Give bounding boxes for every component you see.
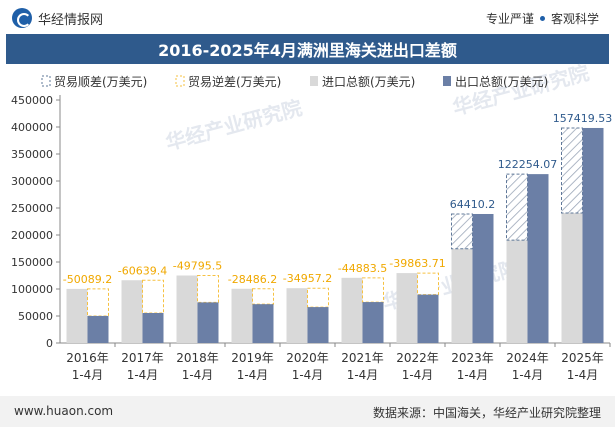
y-tick-label-4: 200000	[11, 229, 53, 242]
import-bar-6	[396, 273, 418, 343]
y-tick-label-3: 150000	[11, 256, 53, 269]
x-tick-label-3-line1: 2019年	[231, 351, 274, 365]
x-tick-label-6-line1: 2022年	[396, 351, 439, 365]
deficit-bar-4	[307, 287, 329, 308]
brand: 华经情报网	[12, 8, 103, 28]
export-bar-7	[472, 213, 494, 343]
x-tick-label-0-line2: 1-4月	[72, 368, 104, 382]
x-tick-label-0-line1: 2016年	[66, 351, 109, 365]
x-tick-label-7-line1: 2023年	[451, 351, 494, 365]
import-bar-9	[561, 212, 583, 343]
data-label-4: -34957.2	[283, 272, 332, 285]
export-bar-4	[307, 307, 329, 343]
x-tick-label-3-line2: 1-4月	[237, 368, 269, 382]
x-tick-label-7-line2: 1-4月	[457, 368, 489, 382]
x-tick-label-9-line2: 1-4月	[567, 368, 599, 382]
import-bar-5	[341, 277, 363, 343]
footer-website: www.huaon.com	[14, 404, 114, 418]
x-tick-label-1-line2: 1-4月	[127, 368, 159, 382]
legend-swatch-3	[443, 76, 451, 86]
footer: www.huaon.com 数据来源：中国海关，华经产业研究院整理	[0, 396, 615, 427]
x-tick-label-2-line2: 1-4月	[182, 368, 214, 382]
x-tick-label-8-line1: 2024年	[506, 351, 549, 365]
y-tick-label-9: 450000	[11, 94, 53, 107]
slogan-1: 专业严谨	[485, 12, 534, 26]
import-bar-8	[506, 240, 528, 343]
import-bar-0	[66, 288, 88, 343]
export-bar-5	[362, 302, 384, 343]
logo-icon	[12, 8, 32, 28]
deficit-bar-5	[362, 277, 384, 303]
y-tick-label-5: 250000	[11, 202, 53, 215]
y-tick-label-6: 300000	[11, 175, 53, 188]
data-label-5: -44883.5	[338, 262, 387, 275]
data-label-1: -60639.4	[118, 264, 167, 277]
data-label-7: 64410.2	[450, 198, 496, 211]
y-tick-label-1: 50000	[18, 310, 53, 323]
x-tick-label-9-line1: 2025年	[561, 351, 604, 365]
surplus-bar-9	[561, 127, 583, 214]
legend-swatch-1	[175, 75, 185, 87]
x-tick-label-4-line2: 1-4月	[292, 368, 324, 382]
slogan-2: 客观科学	[550, 12, 599, 26]
x-tick-label-1-line1: 2017年	[121, 351, 164, 365]
deficit-bar-3	[252, 288, 274, 305]
y-tick-label-2: 100000	[11, 283, 53, 296]
deficit-bar-0	[87, 288, 109, 317]
footer-source: 数据来源：中国海关，华经产业研究院整理	[372, 406, 601, 420]
import-bar-1	[121, 280, 143, 343]
deficit-bar-6	[417, 272, 439, 296]
legend-swatch-0	[41, 75, 51, 87]
import-bar-7	[451, 248, 473, 343]
data-label-2: -49795.5	[173, 260, 222, 273]
import-bar-3	[231, 288, 253, 343]
legend-swatch-2	[310, 76, 318, 86]
surplus-bar-7	[451, 213, 473, 250]
export-bar-8	[527, 174, 549, 343]
export-bar-3	[252, 304, 274, 343]
export-bar-2	[197, 302, 219, 343]
deficit-bar-1	[142, 279, 164, 314]
data-label-3: -28486.2	[228, 273, 277, 286]
x-tick-label-2-line1: 2018年	[176, 351, 219, 365]
x-tick-label-5-line1: 2021年	[341, 351, 384, 365]
y-tick-label-8: 400000	[11, 121, 53, 134]
legend-label-3: 出口总额(万美元)	[455, 75, 548, 89]
legend-label-1: 贸易逆差(万美元)	[188, 74, 281, 89]
data-label-6: -39863.71	[389, 257, 445, 270]
data-label-0: -50089.2	[63, 273, 112, 286]
export-bar-0	[87, 315, 109, 343]
x-tick-label-6-line2: 1-4月	[402, 368, 434, 382]
watermark-1: 华经产业研究院	[163, 95, 304, 154]
export-bar-6	[417, 294, 439, 343]
import-bar-4	[286, 288, 308, 343]
brand-name: 华经情报网	[38, 12, 104, 28]
x-tick-label-5-line2: 1-4月	[347, 368, 379, 382]
deficit-bar-2	[197, 275, 219, 303]
x-tick-label-8-line2: 1-4月	[512, 368, 544, 382]
chart-title: 2016-2025年4月满洲里海关进出口差额	[6, 34, 609, 64]
dot-icon	[539, 16, 545, 21]
watermark-2: 华经产业研究院	[450, 60, 591, 119]
y-tick-label-0: 0	[46, 337, 53, 350]
y-tick-label-7: 350000	[11, 148, 53, 161]
legend-label-2: 进口总额(万美元)	[322, 75, 415, 89]
surplus-bar-8	[506, 173, 528, 241]
x-tick-label-4-line1: 2020年	[286, 351, 329, 365]
data-label-9: 157419.53	[553, 112, 613, 125]
top-bar: 华经情报网 专业严谨 客观科学	[0, 0, 615, 34]
export-bar-1	[142, 312, 164, 343]
slogan: 专业严谨 客观科学	[486, 10, 599, 27]
export-bar-9	[582, 127, 604, 343]
legend-label-0: 贸易顺差(万美元)	[54, 75, 147, 89]
data-label-8: 122254.07	[498, 158, 558, 171]
import-bar-2	[176, 275, 198, 343]
